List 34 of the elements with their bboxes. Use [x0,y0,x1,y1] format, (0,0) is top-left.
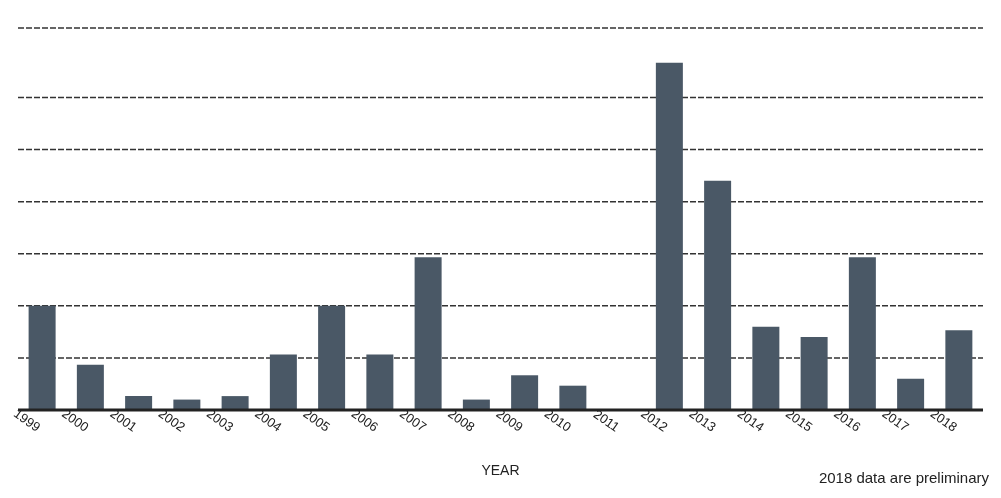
bar [28,305,56,410]
bar [414,257,442,410]
x-axis-title: YEAR [481,462,520,478]
x-tick-label: 2005 [300,405,333,435]
bar [269,354,297,410]
bar [897,378,925,410]
bar [752,326,780,410]
bar [221,396,249,410]
x-tick-label: 2010 [541,405,575,435]
bar [511,375,539,410]
x-tick-label: 2016 [831,405,864,435]
bar [559,385,587,410]
x-tick-label: 2018 [927,405,961,435]
x-tick-label: 2015 [782,405,816,435]
bar [945,330,973,410]
bar [366,354,394,410]
bar [848,257,876,410]
bar [318,305,346,410]
bar [800,337,828,410]
x-tick-label: 2002 [155,405,189,435]
text: 2018 data are preliminary [818,469,989,486]
x-tick-label: 2011 [590,406,623,435]
x-tick-label: 2012 [638,405,671,435]
x-tick-label: 1999 [10,405,44,435]
bar [704,180,732,410]
bar [655,62,683,410]
x-tick-label: 2004 [252,405,285,435]
x-tick-label: 2003 [203,405,237,435]
x-tick-label: 2008 [445,405,478,435]
bar [76,364,104,410]
x-tick-label: 2000 [59,405,92,435]
bar [125,396,153,410]
x-tick-label: 2006 [348,405,382,435]
x-tick-label: 2009 [493,405,526,435]
